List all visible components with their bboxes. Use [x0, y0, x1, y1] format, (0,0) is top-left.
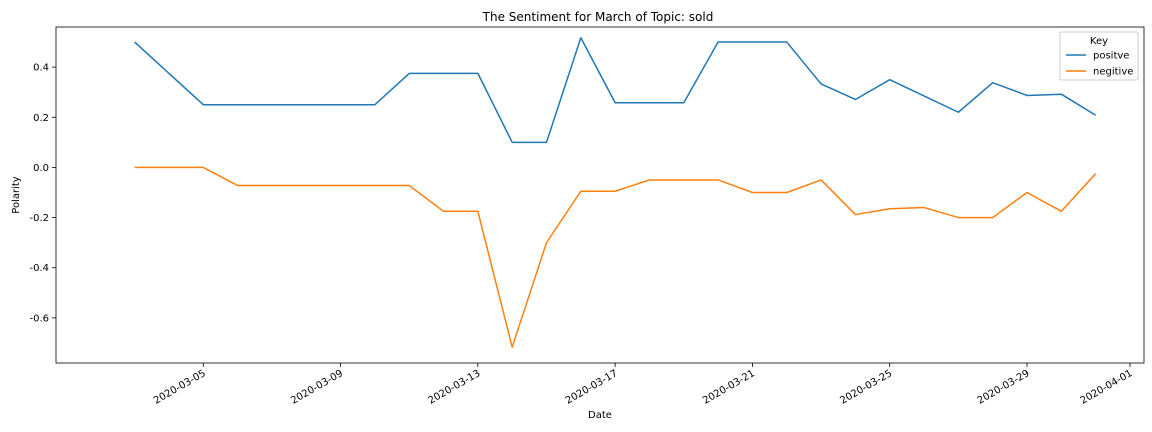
x-tick-label: 2020-03-29: [976, 368, 1032, 407]
y-tick-label: 0.0: [33, 163, 49, 174]
series-line-positve: [134, 37, 1097, 144]
legend: Key positve negitive: [1059, 31, 1139, 81]
y-tick-label: 0.2: [33, 113, 49, 124]
x-tick-label: 2020-03-13: [427, 368, 483, 407]
y-axis-label: Polarity: [11, 176, 22, 214]
y-tick-label: -0.2: [29, 213, 49, 224]
plot-area: [55, 26, 1145, 364]
x-axis-label: Date: [588, 410, 612, 421]
x-tick-label: 2020-03-21: [701, 368, 757, 407]
y-tick-label: -0.6: [29, 313, 49, 324]
legend-entry-label: positve: [1093, 51, 1129, 62]
x-tick-label: 2020-03-05: [152, 368, 208, 407]
x-tick-label: 2020-04-01: [1079, 368, 1135, 407]
x-tick-label: 2020-03-17: [564, 368, 620, 407]
series-line-negitive: [134, 166, 1097, 348]
x-axis: 2020-03-05 2020-03-09 2020-03-13 2020-03-17…: [152, 363, 1135, 407]
legend-box: [1059, 31, 1139, 81]
x-tick-label: 2020-03-25: [838, 368, 894, 407]
y-tick-label: 0.4: [33, 63, 49, 74]
series-lines: [134, 37, 1097, 348]
legend-title: Key: [1090, 36, 1108, 47]
y-tick-label: -0.4: [29, 263, 49, 274]
legend-entry-label: negitive: [1093, 67, 1133, 78]
x-tick-label: 2020-03-09: [289, 368, 345, 407]
chart-title: The Sentiment for March of Topic: sold: [482, 10, 714, 24]
y-axis: -0.6 -0.4 -0.2 0.0 0.2 0.4: [29, 63, 56, 324]
